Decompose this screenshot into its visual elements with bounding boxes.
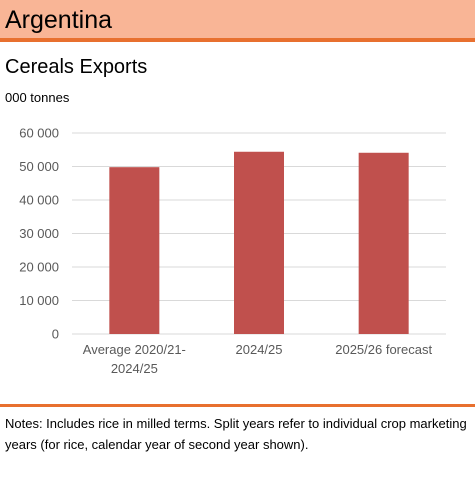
bar — [109, 167, 160, 334]
chart-title: Cereals Exports — [5, 56, 148, 78]
y-tick-label: 30 000 — [19, 226, 59, 241]
x-tick-label: Average 2020/21-2024/25 — [83, 342, 186, 376]
header-bar: Argentina — [0, 0, 475, 42]
bar-chart: 0 10 000 20 000 30 000 40 000 50 000 60 000 Ave… — [19, 126, 446, 376]
notes-divider — [0, 404, 475, 407]
y-tick-label: 20 000 — [19, 260, 59, 275]
bar — [234, 151, 284, 334]
y-tick-label: 40 000 — [19, 193, 59, 208]
y-tick-label: 0 — [52, 327, 59, 342]
country-title: Argentina — [5, 6, 113, 34]
bar — [358, 152, 409, 334]
x-tick-label: 2024/25 — [236, 342, 283, 357]
x-tick-label: 2025/26 forecast — [335, 342, 432, 357]
unit-label: 000 tonnes — [5, 90, 70, 105]
y-tick-label: 10 000 — [19, 293, 59, 308]
notes-text: Notes: Includes rice in milled terms. Sp… — [5, 416, 467, 452]
y-tick-label: 50 000 — [19, 159, 59, 174]
y-tick-label: 60 000 — [19, 126, 59, 141]
